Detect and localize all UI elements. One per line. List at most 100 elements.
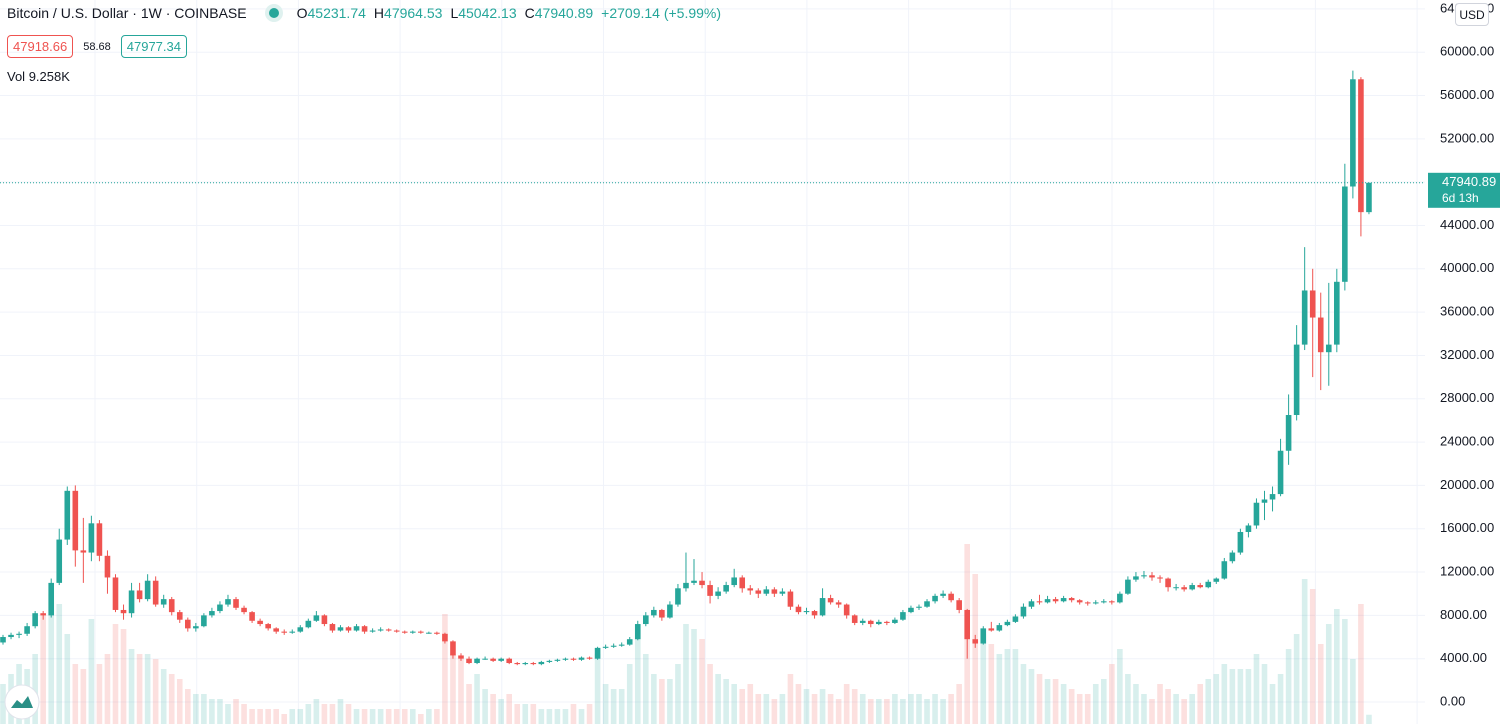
candle-body [241, 607, 247, 613]
candle-body [876, 621, 882, 625]
candle-body [1060, 598, 1067, 602]
candle-body [972, 639, 979, 644]
candle-body [393, 630, 400, 632]
candle-body [321, 615, 328, 625]
candle-body [1052, 599, 1059, 602]
volume-bar [634, 629, 641, 724]
volume-bar [602, 684, 609, 724]
volume-bar [450, 654, 456, 724]
candle-body [289, 631, 296, 633]
volume-bar [393, 709, 400, 724]
candle-body [884, 621, 890, 623]
candle-body [1092, 602, 1099, 604]
volume-bar [643, 654, 649, 724]
candle-body [104, 555, 111, 578]
candle-body [723, 585, 729, 592]
volume-bar [1100, 679, 1107, 724]
volume-bar [667, 679, 673, 724]
y-tick-label: 4000.00 [1440, 650, 1487, 665]
candle-body [1285, 415, 1292, 451]
y-tick-label: 8000.00 [1440, 607, 1487, 622]
candle-body [707, 585, 713, 596]
candle-body [1068, 598, 1075, 601]
symbol-title: Bitcoin / U.S. Dollar · 1W · COINBASE [7, 5, 247, 21]
volume-bar [273, 709, 279, 724]
candle-body [811, 611, 818, 616]
candle-body [739, 577, 746, 589]
candle-body [530, 663, 537, 665]
volume-bar [329, 704, 336, 724]
volume-bar [48, 594, 55, 724]
candle-body [1334, 281, 1340, 345]
candle-body [482, 658, 488, 660]
volume-bar [458, 659, 464, 724]
candle-body [651, 609, 657, 616]
close-label: C [524, 5, 535, 21]
volume-bar [1165, 689, 1171, 724]
candle-body [755, 590, 762, 594]
candle-body [699, 580, 705, 586]
volume-bar [1109, 664, 1115, 724]
volume-bar [514, 704, 521, 724]
candle-body [32, 613, 38, 627]
candle-body [144, 580, 151, 600]
volume-bar [1334, 609, 1340, 724]
volume-bar [201, 694, 207, 724]
volume-bar [1366, 714, 1372, 724]
volume-bar [1358, 604, 1364, 724]
volume-bar [281, 714, 288, 724]
high-value: 47964.53 [384, 5, 443, 21]
candle-body [297, 627, 304, 632]
last-price-marker [1428, 172, 1500, 208]
logo-circle[interactable] [4, 684, 40, 720]
candle-body [506, 658, 513, 664]
candle-body [8, 634, 14, 638]
y-tick-label: 20000.00 [1440, 477, 1494, 492]
candle-body [305, 620, 312, 628]
volume-bar [136, 654, 143, 724]
candle-body [409, 631, 416, 633]
candle-body [16, 633, 22, 635]
candle-body [1036, 601, 1043, 603]
volume-bar [819, 689, 826, 724]
volume-bar [418, 714, 424, 724]
candle-body [803, 611, 810, 613]
candle-body [546, 660, 553, 662]
volume-bar [96, 664, 103, 724]
candle-body [1189, 585, 1195, 590]
candle-body [233, 599, 239, 608]
volume-bar [225, 704, 231, 724]
currency-button[interactable]: USD [1455, 3, 1489, 26]
volume-bar [731, 684, 737, 724]
volume-bar [409, 709, 416, 724]
buy-button[interactable]: 47977.34 [120, 35, 187, 58]
candle-body [1229, 552, 1236, 562]
volume-bar [1293, 634, 1300, 724]
volume-bar [160, 669, 167, 724]
candle-body [1181, 587, 1187, 590]
volume-bar [1157, 684, 1163, 724]
candle-body [281, 631, 288, 633]
volume-bar [972, 574, 979, 724]
sell-button[interactable]: 47918.66 [7, 35, 74, 58]
volume-bar [1317, 644, 1324, 724]
volume-bar [859, 694, 866, 724]
volume-bar [851, 689, 858, 724]
y-tick-label: 16000.00 [1440, 520, 1494, 535]
candle-body [24, 626, 30, 634]
candle-body [434, 632, 440, 634]
volume-bar [940, 699, 946, 724]
volume-bar [659, 679, 665, 724]
y-tick-label: 60000.00 [1440, 44, 1494, 59]
volume-bar [241, 704, 247, 724]
candle-body [474, 658, 480, 664]
volume-bar [747, 684, 754, 724]
candle-body [795, 606, 802, 613]
candle-body [80, 550, 87, 553]
volume-bar [1036, 674, 1043, 724]
volume-bar [546, 709, 553, 724]
volume-bar [297, 709, 304, 724]
candle-body [715, 591, 721, 596]
volume-bar [506, 694, 513, 724]
